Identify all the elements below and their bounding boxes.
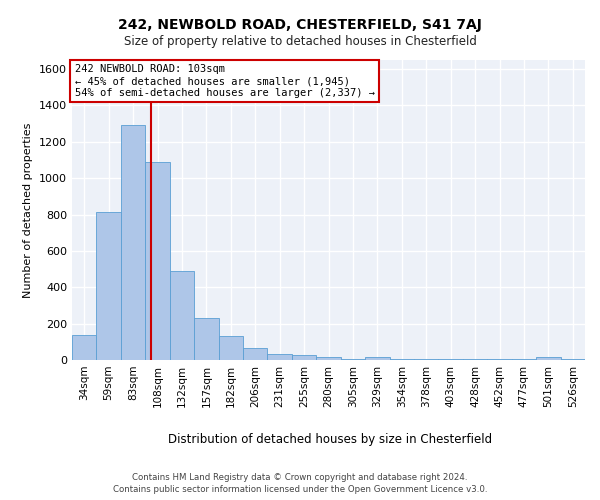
Text: Contains HM Land Registry data © Crown copyright and database right 2024.
Contai: Contains HM Land Registry data © Crown c… <box>113 472 487 494</box>
Bar <box>439 359 463 360</box>
Text: 242 NEWBOLD ROAD: 103sqm
← 45% of detached houses are smaller (1,945)
54% of sem: 242 NEWBOLD ROAD: 103sqm ← 45% of detach… <box>74 64 374 98</box>
Bar <box>463 359 487 360</box>
Y-axis label: Number of detached properties: Number of detached properties <box>23 122 34 298</box>
Text: Distribution of detached houses by size in Chesterfield: Distribution of detached houses by size … <box>168 432 492 446</box>
Bar <box>316 358 341 360</box>
Bar <box>414 359 439 360</box>
Bar <box>97 212 121 360</box>
Bar <box>218 336 243 360</box>
Bar <box>268 354 292 360</box>
Bar <box>365 358 389 360</box>
Bar <box>292 356 316 360</box>
Bar <box>487 359 512 360</box>
Text: 242, NEWBOLD ROAD, CHESTERFIELD, S41 7AJ: 242, NEWBOLD ROAD, CHESTERFIELD, S41 7AJ <box>118 18 482 32</box>
Bar <box>170 271 194 360</box>
Bar <box>194 318 218 360</box>
Text: Size of property relative to detached houses in Chesterfield: Size of property relative to detached ho… <box>124 35 476 48</box>
Bar <box>341 359 365 360</box>
Bar <box>536 358 560 360</box>
Bar <box>243 348 268 360</box>
Bar <box>560 359 585 360</box>
Bar <box>389 359 414 360</box>
Bar <box>121 124 145 360</box>
Bar <box>145 162 170 360</box>
Bar <box>72 334 97 360</box>
Bar <box>512 359 536 360</box>
